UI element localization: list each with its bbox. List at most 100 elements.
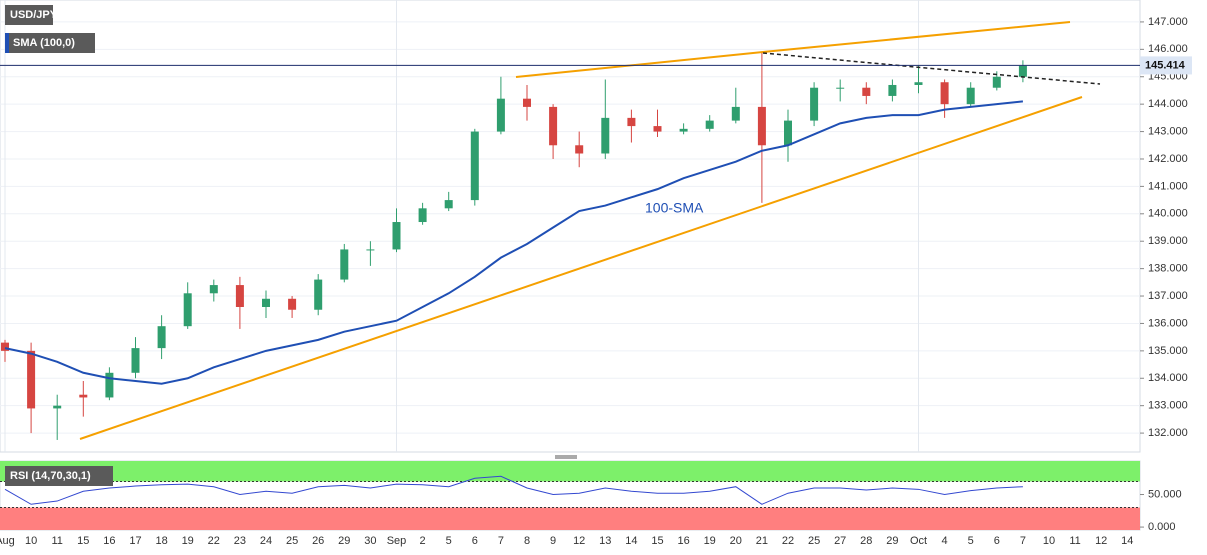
x-tick-label: 15: [77, 535, 89, 547]
candle-body: [470, 131, 479, 201]
candle-body: [627, 117, 636, 127]
y-tick-label: 135.000: [1148, 345, 1188, 357]
rsi-box: [5, 466, 113, 486]
y-tick-label: 146.000: [1148, 43, 1188, 55]
candle-body: [366, 249, 375, 251]
candle-body: [601, 117, 610, 154]
candle-body: [705, 120, 714, 129]
sma-line: [4, 100, 1024, 385]
symbol-label: USD/JPY: [10, 9, 58, 21]
x-tick-label: 18: [155, 535, 167, 547]
rsi-label: RSI (14,70,30,1): [10, 470, 91, 482]
y-tick-label: 142.000: [1148, 153, 1188, 165]
x-tick-label: 21: [756, 535, 768, 547]
candle-body: [653, 126, 662, 132]
y-tick-label: 138.000: [1148, 263, 1188, 275]
x-tick-label: 22: [208, 535, 220, 547]
panel-handle: [555, 455, 577, 459]
x-tick-label: 17: [129, 535, 141, 547]
x-tick-label: 16: [103, 535, 115, 547]
x-tick-label: 29: [338, 535, 350, 547]
candle-body: [131, 348, 140, 373]
candle-body: [862, 87, 871, 96]
rsi-line: [4, 475, 1023, 505]
y-tick-label: 134.000: [1148, 372, 1188, 384]
x-tick-label: Aug: [0, 535, 15, 547]
candle-body: [314, 279, 323, 310]
candle-body: [575, 145, 584, 154]
candle-body: [1018, 65, 1027, 77]
x-tick-label: 25: [808, 535, 820, 547]
y-tick-label: 144.000: [1148, 98, 1188, 110]
y-tick-label: 137.000: [1148, 290, 1188, 302]
x-tick-label: 19: [182, 535, 194, 547]
candle-body: [209, 285, 218, 294]
x-tick-label: 19: [704, 535, 716, 547]
x-tick-label: 10: [25, 535, 37, 547]
candle-body: [79, 394, 88, 398]
x-tick-label: 14: [625, 535, 637, 547]
candle-body: [340, 249, 349, 280]
candle-body: [105, 372, 114, 398]
y-tick-label: 136.000: [1148, 317, 1188, 329]
rsi-tick-label: 50.000: [1148, 488, 1182, 500]
sma-box: [5, 33, 95, 53]
candle-body: [1, 342, 9, 351]
candle-body: [679, 128, 688, 132]
y-tick-label: 147.000: [1148, 16, 1188, 28]
sma-annotation: 100-SMA: [645, 200, 704, 216]
candle-body: [549, 106, 558, 146]
x-tick-label: 20: [730, 535, 742, 547]
x-tick-label: 14: [1121, 535, 1133, 547]
x-tick-label: 25: [286, 535, 298, 547]
x-tick-label: 9: [550, 535, 556, 547]
x-tick-label: 26: [312, 535, 324, 547]
candle-body: [157, 326, 166, 349]
x-tick-label: 24: [260, 535, 272, 547]
resistance-line: [515, 21, 1071, 78]
x-tick-label: 4: [942, 535, 948, 547]
x-tick-label: 6: [994, 535, 1000, 547]
x-tick-label: 5: [446, 535, 452, 547]
x-tick-label: 27: [834, 535, 846, 547]
x-tick-label: 11: [51, 535, 62, 547]
x-tick-label: 12: [573, 535, 585, 547]
x-tick-label: 6: [472, 535, 478, 547]
dashed-trendline: [762, 52, 1101, 85]
grid: [0, 0, 1140, 452]
candle-body: [235, 285, 244, 307]
y-tick-label: 140.000: [1148, 208, 1188, 220]
sma-color: [5, 33, 9, 53]
support-line: [79, 96, 1083, 440]
overbought-zone: [0, 461, 1140, 482]
x-tick-label: 29: [886, 535, 898, 547]
candle-body: [966, 87, 975, 105]
plot: [1, 52, 1027, 505]
x-tick-label: 5: [968, 535, 974, 547]
candle-body: [392, 222, 401, 250]
y-tick-label: 139.000: [1148, 235, 1188, 247]
y-tick-label: 133.000: [1148, 400, 1188, 412]
oversold-zone: [0, 507, 1140, 530]
symbol-box: [5, 5, 53, 25]
candle-body: [784, 120, 792, 146]
x-tick-label: 10: [1043, 535, 1055, 547]
main-panel: [0, 0, 1141, 453]
candle-body: [523, 98, 531, 107]
x-tick-label: 8: [524, 535, 530, 547]
x-tick-label: 7: [498, 535, 504, 547]
candle-body: [914, 82, 923, 85]
candle-body: [757, 106, 766, 146]
candle-body: [731, 106, 740, 121]
sma-legend: SMA (100,0): [13, 37, 75, 49]
candle-body: [262, 298, 270, 307]
x-tick-label: 11: [1069, 535, 1080, 547]
candle-body: [444, 200, 453, 209]
candle-body: [810, 87, 819, 121]
candle-body: [288, 298, 297, 310]
y-tick-label: 143.000: [1148, 125, 1188, 137]
x-tick-label: 2: [420, 535, 426, 547]
x-tick-label: Sep: [387, 535, 407, 547]
candle-body: [418, 208, 427, 223]
